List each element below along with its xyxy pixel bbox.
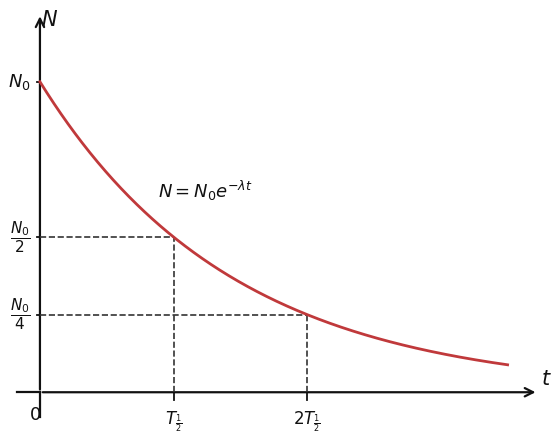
- Text: $t$: $t$: [541, 369, 552, 389]
- Text: $0$: $0$: [28, 406, 41, 424]
- Text: $N = N_0 e^{-\lambda t}$: $N = N_0 e^{-\lambda t}$: [157, 179, 252, 203]
- Text: $N_0$: $N_0$: [8, 72, 31, 92]
- Text: $N$: $N$: [41, 10, 58, 31]
- Text: $\dfrac{N_0}{4}$: $\dfrac{N_0}{4}$: [10, 297, 31, 332]
- Text: $\dfrac{N_0}{2}$: $\dfrac{N_0}{2}$: [10, 219, 31, 255]
- Text: $T_{\frac{1}{2}}$: $T_{\frac{1}{2}}$: [165, 409, 182, 434]
- Text: $2T_{\frac{1}{2}}$: $2T_{\frac{1}{2}}$: [293, 409, 321, 434]
